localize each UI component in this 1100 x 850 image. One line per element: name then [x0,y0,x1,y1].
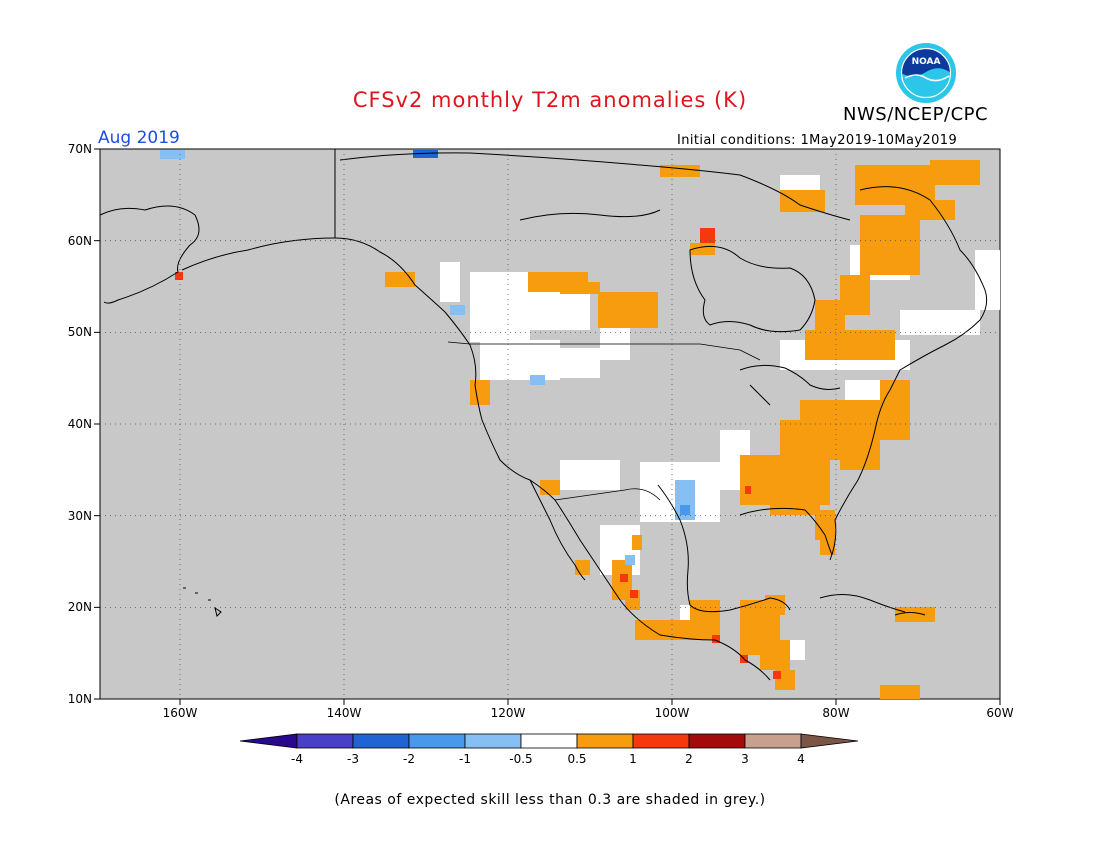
anomaly-cell [632,535,642,550]
agency-label: NWS/NCEP/CPC [843,104,989,125]
gridlines [100,149,1000,699]
lon-label: 60W [986,706,1014,720]
anomaly-cell [745,486,751,494]
anomaly-cell [905,200,955,220]
initial-conditions: Initial conditions: 1May2019-10May2019 [677,133,958,148]
anomaly-cell [880,685,920,699]
anomaly-cell [560,282,600,294]
anomaly-cell [160,150,185,159]
colorbar-swatch [800,733,859,749]
footnote: (Areas of expected skill less than 0.3 a… [334,792,766,808]
anomaly-cell [413,150,438,158]
anomaly-cell [840,440,880,470]
lon-label: 80W [822,706,850,720]
anomaly-cell [680,505,690,515]
lat-label: 40N [67,417,92,431]
anomaly-cells [160,150,1000,699]
anomaly-cell [635,620,705,640]
anomaly-cell [975,250,1000,310]
axis-ticks [94,148,1001,705]
anomaly-cell [780,190,825,212]
anomaly-cell [175,272,183,280]
anomaly-cell [760,640,790,670]
anomaly-cell [530,375,545,385]
lat-label: 70N [67,142,92,156]
lat-label: 50N [67,325,92,339]
anomaly-cell [480,340,560,380]
anomaly-cell [815,510,835,540]
colorbar-swatch [520,733,578,749]
colorbar-label: 0.5 [567,752,587,766]
colorbar-swatch [744,733,802,749]
anomaly-cell [510,300,530,320]
anomaly-cell [560,348,600,378]
colorbar-label: 3 [741,752,749,766]
colorbar-label: -4 [291,752,303,766]
anomaly-cell [560,460,620,490]
anomaly-cell [773,671,781,679]
colorbar-swatch [632,733,690,749]
anomaly-cell [815,300,845,330]
anomaly-cell [860,215,920,275]
colorbar-label: -3 [347,752,359,766]
logo-text: NOAA [912,57,941,67]
colorbar-swatch [296,733,354,749]
colorbar-swatch [408,733,466,749]
colorbar-label: -1 [459,752,471,766]
anomaly-cell [625,555,635,565]
political-borders [447,341,761,501]
colorbar-swatch [576,733,634,749]
colorbar-swatch [352,733,410,749]
colorbar-label: -0.5 [509,752,533,766]
lon-label: 120W [490,706,526,720]
map-title: CFSv2 monthly T2m anomalies (K) [352,88,748,112]
anomaly-cell [385,272,415,287]
anomaly-cell [450,305,465,315]
colorbar-swatch [239,733,298,749]
anomaly-cell [855,165,935,205]
anomaly-cell [598,292,658,328]
anomaly-cell [805,330,895,360]
lon-label: 160W [162,706,198,720]
colorbar-label: 2 [685,752,693,766]
anomaly-cell [895,607,935,622]
colorbar-swatch [464,733,522,749]
anomaly-cell [440,262,460,302]
lon-label: 100W [654,706,690,720]
lat-label: 10N [67,692,92,706]
anomaly-cell [900,310,980,335]
noaa-logo: NOAA [896,43,956,103]
anomaly-cell [820,540,835,555]
anomaly-cell [690,600,720,640]
anomaly-cell [712,635,720,643]
lat-label: 20N [67,600,92,614]
anomaly-cell [630,590,638,598]
anomaly-cell [620,574,628,582]
anomaly-cell [765,595,785,615]
anomaly-cell [700,228,715,243]
colorbar-label: 1 [629,752,637,766]
colorbar-label: 4 [797,752,805,766]
lon-label: 140W [326,706,362,720]
lat-label: 30N [67,509,92,523]
forecast-month: Aug 2019 [98,128,180,148]
lat-label: 60N [67,234,92,248]
colorbar-label: -2 [403,752,415,766]
colorbar-swatch [688,733,746,749]
anomaly-cell [930,160,980,185]
anomaly-cell [770,495,820,515]
